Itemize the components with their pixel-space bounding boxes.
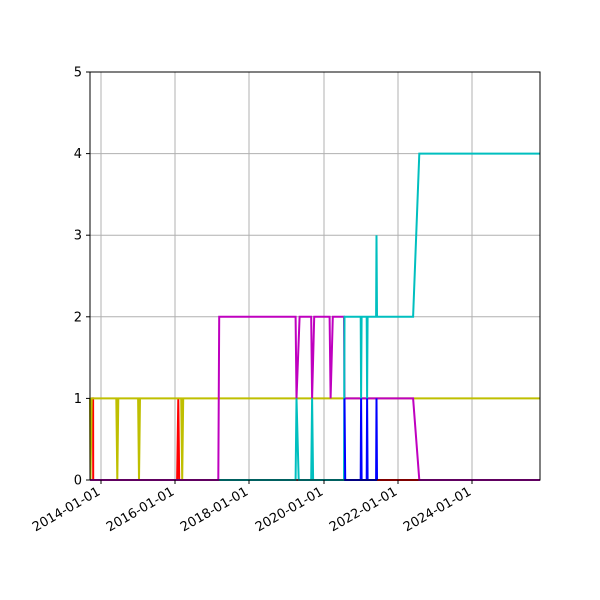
y-axis: 0 1 2 3 4 5 [74,66,90,489]
axes-frame [89,71,541,481]
y-tick-label: 3 [74,229,82,244]
plot-area [89,71,541,481]
y-tick-label: 1 [74,392,82,407]
y-tick-label: 4 [74,147,82,162]
y-tick-label: 5 [74,66,82,81]
y-tick-label: 2 [74,310,82,325]
y-tick-label: 0 [74,474,82,489]
